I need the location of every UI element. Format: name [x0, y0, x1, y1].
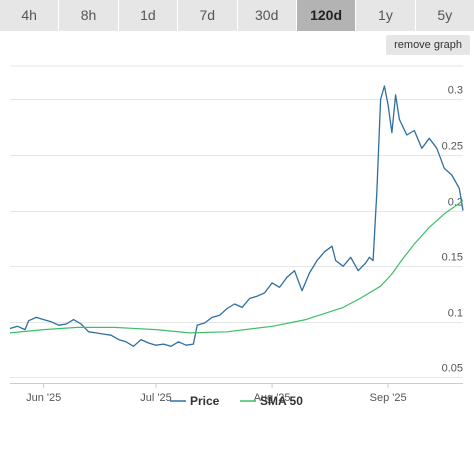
- range-button-1d[interactable]: 1d: [118, 0, 179, 31]
- series-lines: [9, 85, 464, 347]
- y-tick-label: 0.1: [448, 308, 463, 320]
- y-axis: 0.05 0.1 0.15 0.2 0.25 0.3: [442, 85, 463, 375]
- legend-label: SMA 50: [260, 394, 303, 408]
- y-tick-label: 0.2: [448, 197, 463, 209]
- range-button-5y[interactable]: 5y: [415, 0, 474, 31]
- time-range-selector: 4h 8h 1d 7d 30d 120d 1y 5y: [0, 0, 474, 31]
- x-tick-label: Jun '25: [26, 392, 61, 404]
- x-tick-label: Sep '25: [370, 392, 407, 404]
- remove-graph-button[interactable]: remove graph: [386, 35, 470, 55]
- legend: Price SMA 50: [170, 394, 303, 408]
- grid-lines: [10, 65, 463, 378]
- y-tick-label: 0.25: [442, 141, 463, 153]
- x-tick-label: Jul '25: [140, 392, 171, 404]
- x-tick-label: Aug '25: [254, 392, 291, 404]
- range-button-1y[interactable]: 1y: [356, 0, 416, 31]
- y-tick-label: 0.3: [448, 85, 463, 97]
- legend-label: Price: [190, 394, 220, 408]
- price-line: [9, 85, 464, 347]
- x-axis: Jun '25 Jul '25 Aug '25 Sep '25: [10, 383, 463, 404]
- range-button-8h[interactable]: 8h: [59, 0, 119, 31]
- range-button-30d[interactable]: 30d: [237, 0, 297, 31]
- y-tick-label: 0.05: [442, 363, 463, 375]
- range-button-7d[interactable]: 7d: [178, 0, 238, 31]
- y-tick-label: 0.15: [442, 252, 463, 264]
- range-button-4h[interactable]: 4h: [0, 0, 60, 31]
- legend-item-price[interactable]: Price: [170, 394, 220, 408]
- sma-50-line: [9, 200, 464, 334]
- legend-item-sma-50[interactable]: SMA 50: [240, 394, 303, 408]
- range-button-120d[interactable]: 120d: [296, 0, 357, 31]
